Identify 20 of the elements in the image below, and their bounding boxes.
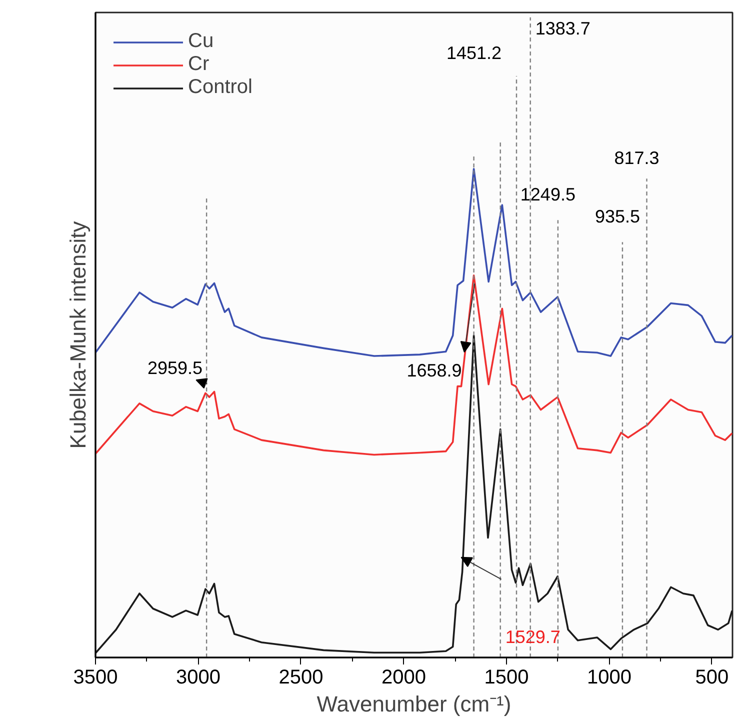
ref-line-label: 1658.9 [406,360,462,381]
x-tick-label: 3000 [176,666,220,688]
x-tick-label: 500 [695,666,729,688]
ref-line-label: 817.3 [614,148,660,168]
x-tick-label: 2500 [278,666,324,688]
ref-line-label: 1383.7 [535,18,590,38]
ref-line-label: 1529.7 [505,626,560,647]
x-tick-label: 1000 [586,666,632,688]
x-tick-label: 2000 [381,666,426,688]
legend-label: Control [188,76,252,99]
ref-line-label: 2959.5 [148,358,203,378]
x-tick-label: 1500 [484,666,529,688]
legend-label: Cu [188,30,214,53]
x-tick-label: 3500 [73,666,118,688]
x-axis-title: Wavenumber (cm⁻¹) [316,692,512,716]
ref-line-label: 1249.5 [520,184,576,205]
y-axis-title: Kubelka-Munk intensity [66,221,90,449]
ref-line-label: 935.5 [594,206,640,227]
legend-label: Cr [188,53,210,76]
ref-line-label: 1451.2 [446,42,502,63]
